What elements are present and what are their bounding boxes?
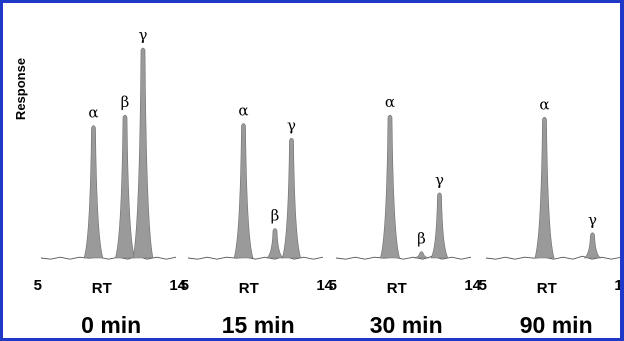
x-tick-max-0: 14 [169, 277, 186, 294]
baseline-panel-0 [40, 255, 177, 260]
x-axis-label-1: RT [239, 280, 259, 297]
x-tick-min-2: 5 [329, 277, 337, 294]
baseline-panel-1 [187, 255, 324, 260]
peak-label-3-0: α [539, 95, 549, 113]
peak-label-0-0: α [88, 104, 98, 122]
baseline-panel-2 [335, 255, 472, 260]
peak-label-1-0: α [238, 102, 248, 120]
x-axis-label-2: RT [387, 280, 407, 297]
panel-time-label-3: 90 min [520, 312, 593, 338]
peak-label-3-1: γ [588, 211, 597, 229]
peak-label-0-2: γ [139, 26, 148, 44]
peak-label-0-1: β [121, 93, 130, 111]
x-axis-label-3: RT [537, 280, 557, 297]
peak-1-2 [281, 138, 302, 259]
x-tick-min-0: 5 [34, 277, 42, 294]
x-tick-max-3: 14 [614, 277, 620, 294]
peak-label-2-2: γ [435, 171, 444, 189]
peak-1-1 [266, 228, 284, 259]
peak-0-1 [114, 114, 136, 259]
panel-time-label-1: 15 min [222, 312, 295, 338]
panel-time-label-2: 30 min [370, 312, 443, 338]
peak-0-2 [132, 47, 154, 259]
peak-label-2-0: α [385, 93, 395, 111]
peak-label-1-1: β [271, 207, 280, 225]
x-axis-label-0: RT [92, 280, 112, 297]
peak-label-2-1: β [417, 230, 426, 248]
panel-time-label-0: 0 min [81, 312, 141, 338]
x-tick-max-2: 14 [464, 277, 481, 294]
peak-1-0 [233, 123, 254, 259]
peak-2-2 [430, 192, 449, 259]
peak-0-0 [83, 125, 104, 259]
y-axis-label: Response [13, 58, 28, 120]
x-tick-min-3: 5 [479, 277, 487, 294]
x-tick-min-1: 5 [181, 277, 189, 294]
peak-2-1 [413, 251, 430, 259]
x-tick-max-1: 14 [316, 277, 333, 294]
peak-label-1-2: γ [287, 116, 296, 134]
peak-3-0 [534, 117, 555, 259]
peak-3-1 [583, 232, 602, 259]
peak-2-0 [379, 114, 401, 259]
